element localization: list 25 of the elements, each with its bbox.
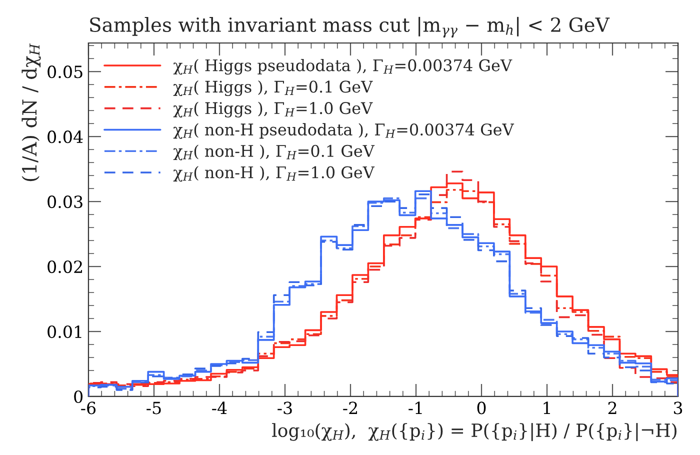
y-tick-label: 0	[74, 390, 83, 404]
text: log₁₀(χ$_{H}$), χ$_{H}$({p$_{i}$}) = P({p$_{i}$}|H) / P({p$_{i}$}|¬H)	[272, 423, 676, 442]
legend-label: χ$_{H}$( Higgs ), Γ$_{H}$=0.1 GeV	[173, 80, 373, 96]
x-tick-label: 3	[674, 402, 682, 414]
y-tick-label: 0.01	[48, 325, 82, 338]
legend-label: χ$_{H}$( non-H ), Γ$_{H}$=0.1 GeV	[173, 144, 375, 160]
chart-title: Samples with invariant mass cut |m$_{γγ}$ − m$_{h}$| < 2 GeV	[90, 16, 610, 38]
y-tick-label: 0.04	[48, 130, 83, 144]
x-tick-label: 2	[608, 402, 616, 414]
y-tick-label: 0.05	[48, 66, 82, 78]
x-tick-label: -3	[278, 402, 292, 414]
legend-label: χ$_{H}$( non-H pseudodata ), Γ$_{H}$=0.00374 GeV	[173, 123, 514, 139]
x-tick-label: -2	[343, 402, 357, 414]
x-tick-label: -5	[146, 402, 161, 414]
y-tick-label: 0.03	[48, 196, 82, 208]
x-tick-label: -1	[408, 402, 422, 414]
x-tick-label: 1	[544, 402, 550, 414]
legend-label: χ$_{H}$( Higgs ), Γ$_{H}$=1.0 GeV	[173, 102, 373, 118]
x-tick-label: 0	[477, 402, 486, 414]
legend-label: χ$_{H}$( non-H ), Γ$_{H}$=1.0 GeV	[173, 166, 375, 182]
y-axis-title: (1/A) dN / dχ$_{H}$	[22, 43, 41, 182]
legend-label: χ$_{H}$( Higgs pseudodata ), Γ$_{H}$=0.00374 GeV	[173, 58, 512, 75]
y-tick-label: 0.02	[48, 260, 82, 274]
x-tick-label: -4	[212, 402, 227, 414]
x-tick-label: -6	[81, 402, 96, 414]
